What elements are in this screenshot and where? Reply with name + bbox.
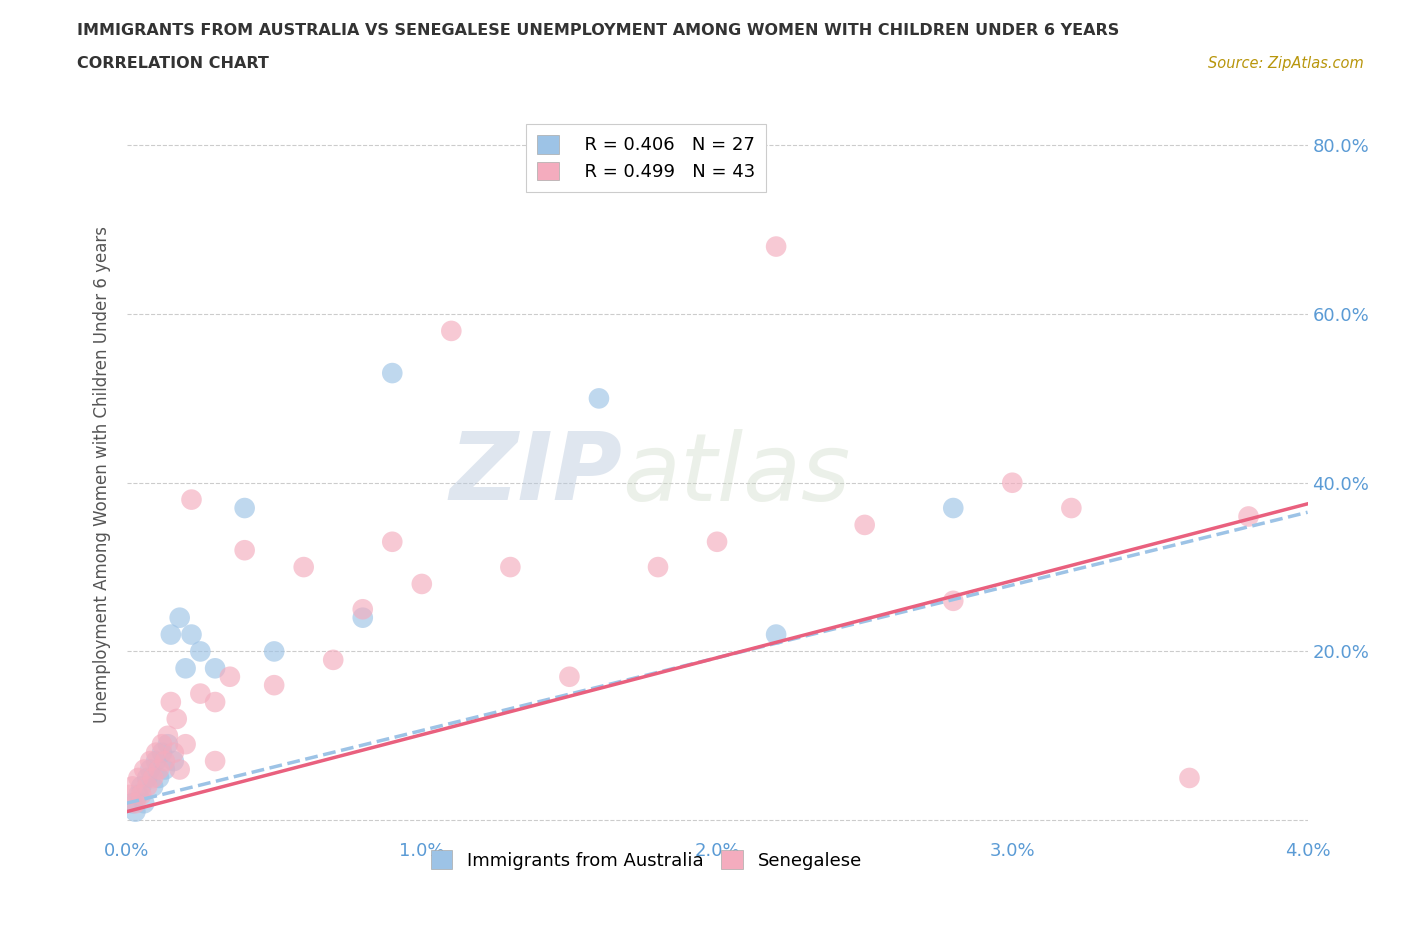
Point xyxy=(156,728,179,743)
Point xyxy=(499,560,522,575)
Point xyxy=(129,779,153,794)
Point xyxy=(134,796,156,811)
Point xyxy=(153,762,176,777)
Point xyxy=(558,670,581,684)
Point xyxy=(1178,771,1201,786)
Point xyxy=(204,753,226,768)
Point xyxy=(188,686,212,701)
Point xyxy=(148,762,170,777)
Point xyxy=(263,644,285,658)
Point xyxy=(124,804,146,819)
Point xyxy=(145,753,167,768)
Point xyxy=(169,762,191,777)
Legend: Immigrants from Australia, Senegalese: Immigrants from Australia, Senegalese xyxy=(422,842,870,879)
Y-axis label: Unemployment Among Women with Children Under 6 years: Unemployment Among Women with Children U… xyxy=(93,226,111,723)
Point xyxy=(188,644,212,658)
Text: ZIP: ZIP xyxy=(450,429,623,520)
Point xyxy=(1060,500,1083,515)
Text: CORRELATION CHART: CORRELATION CHART xyxy=(77,56,269,71)
Point xyxy=(411,577,433,591)
Point xyxy=(174,661,197,676)
Point xyxy=(166,711,188,726)
Point xyxy=(180,627,202,642)
Point xyxy=(942,500,965,515)
Point xyxy=(139,753,162,768)
Point xyxy=(1001,475,1024,490)
Point xyxy=(233,543,256,558)
Point xyxy=(134,762,156,777)
Point xyxy=(942,593,965,608)
Point xyxy=(204,661,226,676)
Point xyxy=(142,779,165,794)
Point xyxy=(160,695,183,710)
Point xyxy=(127,771,149,786)
Point xyxy=(1237,509,1260,524)
Point xyxy=(163,753,186,768)
Point xyxy=(765,627,787,642)
Point xyxy=(139,762,162,777)
Point xyxy=(765,239,787,254)
Point xyxy=(169,610,191,625)
Point xyxy=(118,788,141,803)
Point xyxy=(174,737,197,751)
Text: atlas: atlas xyxy=(623,429,851,520)
Point xyxy=(121,796,143,811)
Point xyxy=(163,745,186,760)
Point xyxy=(219,670,242,684)
Point xyxy=(263,678,285,693)
Text: Source: ZipAtlas.com: Source: ZipAtlas.com xyxy=(1208,56,1364,71)
Point xyxy=(142,771,165,786)
Point xyxy=(148,771,170,786)
Point xyxy=(180,492,202,507)
Point xyxy=(381,365,404,380)
Point xyxy=(352,602,374,617)
Point xyxy=(150,745,173,760)
Point xyxy=(160,627,183,642)
Point xyxy=(136,779,159,794)
Point xyxy=(145,745,167,760)
Point xyxy=(706,535,728,550)
Point xyxy=(121,779,143,794)
Point xyxy=(647,560,669,575)
Point xyxy=(233,500,256,515)
Point xyxy=(322,653,344,668)
Point xyxy=(150,737,173,751)
Point xyxy=(153,753,176,768)
Point xyxy=(136,771,159,786)
Point xyxy=(204,695,226,710)
Point xyxy=(853,517,876,532)
Point xyxy=(292,560,315,575)
Text: IMMIGRANTS FROM AUSTRALIA VS SENEGALESE UNEMPLOYMENT AMONG WOMEN WITH CHILDREN U: IMMIGRANTS FROM AUSTRALIA VS SENEGALESE … xyxy=(77,23,1119,38)
Point xyxy=(440,324,463,339)
Point xyxy=(129,788,153,803)
Point xyxy=(156,737,179,751)
Point xyxy=(588,391,610,405)
Point xyxy=(381,535,404,550)
Point xyxy=(124,796,146,811)
Point xyxy=(127,788,149,803)
Point xyxy=(352,610,374,625)
